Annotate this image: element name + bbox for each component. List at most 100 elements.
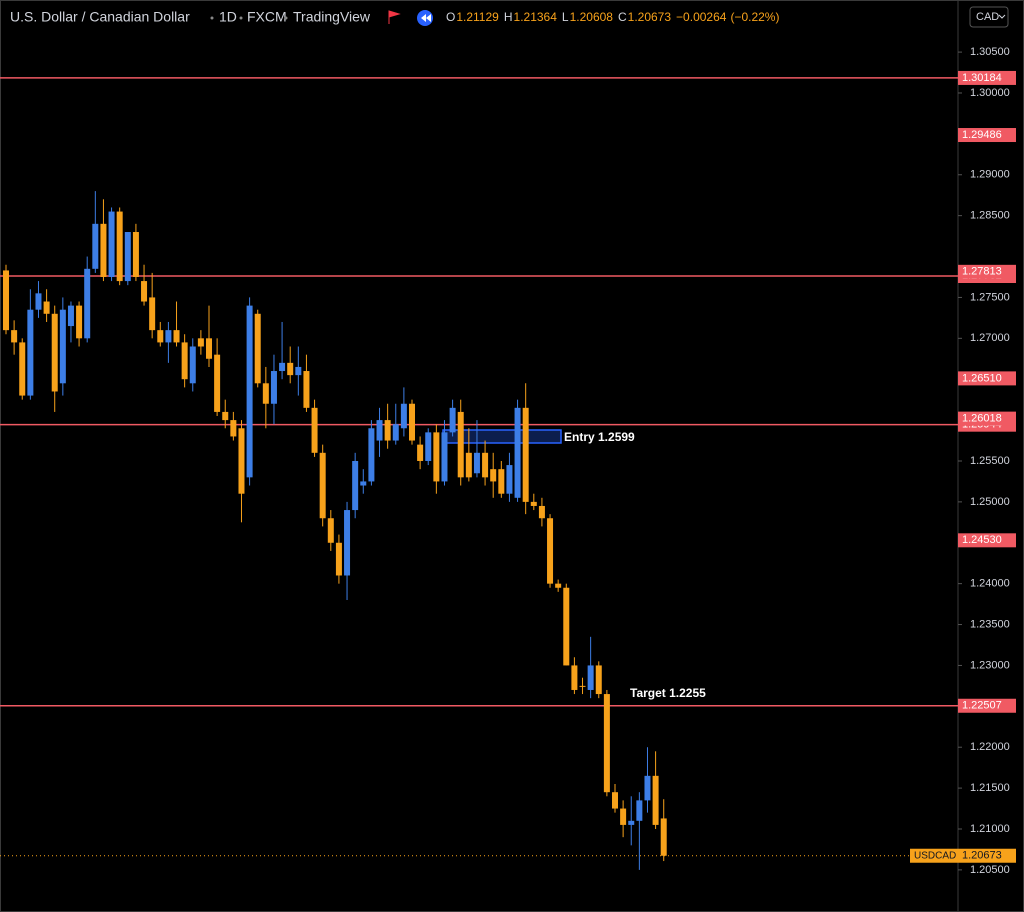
flag-icon[interactable]	[388, 10, 401, 24]
currency-button[interactable]	[969, 6, 1009, 28]
candle-body	[287, 362, 294, 376]
y-tick-label: 1.25500	[970, 455, 1010, 467]
candle-body	[19, 342, 26, 396]
candle-body	[587, 665, 594, 690]
candle-body	[547, 518, 554, 584]
candle-body	[449, 407, 456, 433]
ohlc-value: 1.20673	[628, 10, 672, 24]
ohlc-key: C	[618, 10, 627, 24]
candle-body	[417, 444, 424, 461]
candle-body	[116, 211, 123, 282]
change-percent: (−0.22%)	[730, 10, 779, 24]
candle-body	[620, 808, 627, 825]
ohlc-key: H	[504, 10, 513, 24]
candle-body	[254, 313, 261, 384]
ohlc-key: O	[446, 10, 455, 24]
candle-body	[473, 452, 480, 474]
level-marker	[958, 264, 1016, 279]
candle-body	[124, 232, 131, 282]
candle-body	[181, 342, 188, 380]
candle-body	[498, 469, 505, 494]
candle-body	[327, 518, 334, 543]
candle-body	[92, 223, 99, 269]
y-tick-label: 1.27500	[970, 291, 1010, 303]
candle-body	[400, 403, 407, 429]
candle-body	[660, 818, 667, 856]
candle-body	[376, 420, 383, 441]
y-tick-label: 1.23500	[970, 618, 1010, 630]
candle-body	[612, 792, 618, 809]
candle-body	[433, 432, 440, 482]
candle-body	[482, 452, 489, 478]
candle-body	[384, 420, 391, 441]
candle-body	[409, 403, 415, 441]
level-marker	[958, 70, 1016, 85]
y-tick-label: 1.27000	[970, 332, 1010, 344]
candle-body	[132, 232, 139, 277]
level-label: 1.26510	[962, 372, 1002, 384]
last-price-marker	[958, 848, 1016, 863]
candle-body	[11, 330, 18, 343]
candle-body	[108, 211, 115, 277]
candle-body	[230, 420, 237, 437]
y-tick-label: 1.28500	[970, 210, 1010, 222]
separator	[210, 16, 214, 20]
candle-body	[603, 694, 610, 793]
candle-body	[425, 432, 432, 461]
candle-body	[262, 383, 269, 404]
separator	[284, 16, 288, 20]
level-marker	[958, 533, 1016, 548]
candle-body	[579, 685, 586, 687]
level-label: 1.27813	[962, 266, 1002, 278]
candle-body	[360, 481, 367, 486]
last-price-name-box	[910, 848, 958, 863]
candle-body	[238, 428, 245, 494]
candle-body	[214, 354, 221, 412]
y-tick-label: 1.22000	[970, 741, 1010, 753]
exchange: FXCM	[247, 9, 287, 25]
y-tick-label: 1.23000	[970, 659, 1010, 671]
candle-body	[538, 505, 545, 519]
candle-body	[43, 301, 50, 314]
y-tick-label: 1.20500	[970, 864, 1010, 876]
candle-body	[563, 587, 570, 666]
candle-body	[522, 407, 529, 502]
candle-body	[636, 800, 643, 821]
candle-body	[530, 501, 537, 506]
candle-body	[100, 223, 107, 277]
candle-body	[595, 665, 602, 695]
candle-body	[352, 460, 359, 511]
candle-body	[465, 452, 472, 478]
candle-body	[206, 338, 212, 359]
candle-body	[628, 820, 635, 825]
ohlc-key: L	[562, 10, 569, 24]
y-tick-label: 1.21500	[970, 782, 1010, 794]
y-tick-label: 1.24000	[970, 578, 1010, 590]
candle-body	[222, 411, 229, 421]
candle-body	[165, 330, 172, 343]
candle-body	[490, 469, 497, 482]
candle-body	[392, 424, 399, 441]
candle-body	[84, 268, 91, 339]
replay-icon	[421, 14, 431, 22]
candle-body	[149, 297, 156, 331]
last-price-label: 1.20673	[962, 850, 1002, 862]
candle-body	[59, 309, 66, 384]
candle-body	[514, 407, 521, 498]
separator	[239, 16, 243, 20]
candle-body	[644, 775, 651, 801]
level-marker	[958, 371, 1016, 386]
candle-body	[189, 346, 196, 384]
change: −0.00264	[676, 10, 727, 24]
candle-body	[27, 309, 34, 396]
level-marker	[958, 411, 1016, 426]
source: TradingView	[293, 9, 371, 25]
last-price-name: USDCAD	[914, 850, 956, 861]
currency-caret	[998, 14, 1006, 19]
candle-body	[335, 542, 342, 576]
candle-body	[652, 775, 659, 825]
y-tick-label: 1.30500	[970, 46, 1010, 58]
candle-body	[246, 305, 253, 478]
candle-body	[35, 293, 42, 310]
